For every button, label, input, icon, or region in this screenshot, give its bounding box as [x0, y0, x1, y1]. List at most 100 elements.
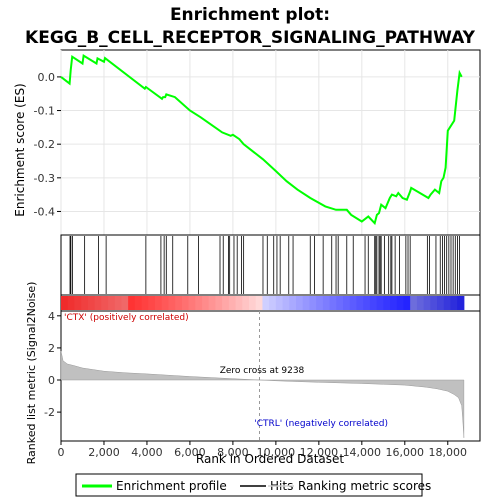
color-bar-segment	[114, 296, 122, 310]
color-bar-segment	[262, 296, 270, 310]
color-bar-segment	[423, 296, 431, 310]
color-bar-segment	[249, 296, 257, 310]
color-bar-segment	[302, 296, 310, 310]
color-bar-segment	[181, 296, 190, 310]
x-axis-label: Rank in Ordered Dataset	[196, 452, 344, 466]
enrichment-profile-line	[60, 54, 463, 226]
color-bar-segment	[161, 296, 169, 310]
color-bar-segment	[195, 296, 203, 310]
color-bar-segment	[148, 296, 156, 310]
color-bar-segment	[215, 296, 223, 310]
color-bar-segment	[87, 296, 96, 310]
color-bar-segment	[101, 296, 109, 310]
color-bar-segment	[369, 296, 378, 310]
legend-label-enrichment-profile: Enrichment profile	[116, 479, 227, 493]
color-bar-segment	[322, 296, 331, 310]
hits-panel-frame	[60, 234, 481, 296]
color-bar-segment	[61, 296, 69, 310]
color-bar-segment	[275, 296, 284, 310]
color-bar-segment	[403, 296, 411, 310]
color-bar-segment	[396, 296, 404, 310]
color-bar-segment	[242, 296, 250, 310]
color-bar-segment	[450, 296, 458, 310]
es-panel-frame	[60, 49, 481, 236]
color-bar-segment	[81, 296, 89, 310]
ranking-metric-area	[60, 351, 465, 438]
color-bar-segment	[141, 296, 149, 310]
color-bar-segment	[289, 296, 297, 310]
hit-lines	[69, 236, 460, 294]
es-y-tick-label: 0.0	[38, 71, 56, 84]
color-bar-segment	[67, 296, 75, 310]
color-bar-segment	[222, 296, 230, 310]
es-y-tick-label: -0.1	[34, 105, 55, 118]
color-bar-segment	[168, 296, 176, 310]
color-bar-segment	[390, 296, 398, 310]
positive-correlation-label: 'CTX' (positively correlated)	[64, 313, 189, 323]
es-y-tick-label: -0.4	[34, 205, 55, 218]
x-tick-label: 16,000	[386, 446, 425, 459]
color-bar-segment	[188, 296, 196, 310]
chart-title-line2: KEGG_B_CELL_RECEPTOR_SIGNALING_PATHWAY	[25, 28, 476, 48]
color-bar-segment	[437, 296, 445, 310]
metric-panel: 4 2 0 -2 0 2,000 4,000 6,000 8,000 10,000 12,000 1…	[25, 282, 481, 466]
es-y-tick-label: -0.2	[34, 138, 55, 151]
color-bar-segment	[108, 296, 116, 310]
x-tick-label: 10,000	[257, 446, 296, 459]
color-bar-segment	[416, 296, 425, 310]
negative-correlation-label: 'CTRL' (negatively correlated)	[254, 419, 388, 429]
color-bar-segment	[208, 296, 216, 310]
x-tick-label: 12,000	[300, 446, 339, 459]
color-bar-segment	[309, 296, 317, 310]
color-bar-segment	[74, 296, 82, 310]
color-bar-segment	[175, 296, 183, 310]
color-bar-segment	[282, 296, 290, 310]
x-tick-label: 8,000	[217, 446, 249, 459]
color-bar-segment	[94, 296, 102, 310]
color-bar-segment	[336, 296, 344, 310]
es-gridlines	[60, 50, 480, 235]
color-bar-segment	[202, 296, 210, 310]
legend-frame	[75, 473, 423, 497]
color-bar-segment	[316, 296, 324, 310]
color-bar-segment	[269, 296, 277, 310]
metric-y-tick-label: 0	[48, 374, 55, 387]
color-bar-segment	[228, 296, 237, 310]
metric-y-tick-label: 4	[48, 310, 55, 323]
color-bar-segment	[383, 296, 391, 310]
chart-title-line1: Enrichment plot:	[170, 5, 330, 25]
metric-y-axis-label: Ranked list metric (Signal2Noise)	[25, 282, 38, 465]
color-bar-segment	[235, 296, 243, 310]
metric-y-tick-label: -2	[44, 406, 55, 419]
es-y-tick-label: -0.3	[34, 172, 55, 185]
ranking-color-bar	[60, 294, 481, 312]
color-bar-segment	[356, 296, 364, 310]
es-panel: 0.0 -0.1 -0.2 -0.3 -0.4 Enrichment score (ES…	[13, 49, 481, 236]
color-bar-segment	[363, 296, 371, 310]
x-tick-label: 0	[58, 446, 65, 459]
x-tick-label: 6,000	[174, 446, 206, 459]
color-bar-segment	[343, 296, 351, 310]
legend: Enrichment profile Hits Ranking metric s…	[75, 473, 431, 497]
color-bar-segment	[121, 296, 129, 310]
color-bar-segment	[349, 296, 357, 310]
es-y-axis-label: Enrichment score (ES)	[13, 83, 27, 216]
color-bar-segment	[443, 296, 451, 310]
color-bar-segments	[61, 296, 465, 310]
metric-y-tick-label: 2	[48, 342, 55, 355]
x-tick-label: 2,000	[88, 446, 120, 459]
x-ticks: 0 2,000 4,000 6,000 8,000 10,000 12,000 14,000 1…	[58, 441, 468, 459]
legend-label-ranking-metric: Ranking metric scores	[298, 479, 431, 493]
color-bar-segment	[155, 296, 163, 310]
x-tick-label: 18,000	[429, 446, 468, 459]
metric-y-ticks: 4 2 0 -2	[44, 310, 61, 419]
color-bar-segment	[457, 296, 465, 310]
color-bar-segment	[128, 296, 136, 310]
hits-panel	[60, 234, 481, 296]
x-tick-label: 4,000	[131, 446, 163, 459]
color-bar-segment	[410, 296, 418, 310]
color-bar-segment	[329, 296, 337, 310]
x-tick-label: 14,000	[343, 446, 382, 459]
color-bar-segment	[296, 296, 304, 310]
